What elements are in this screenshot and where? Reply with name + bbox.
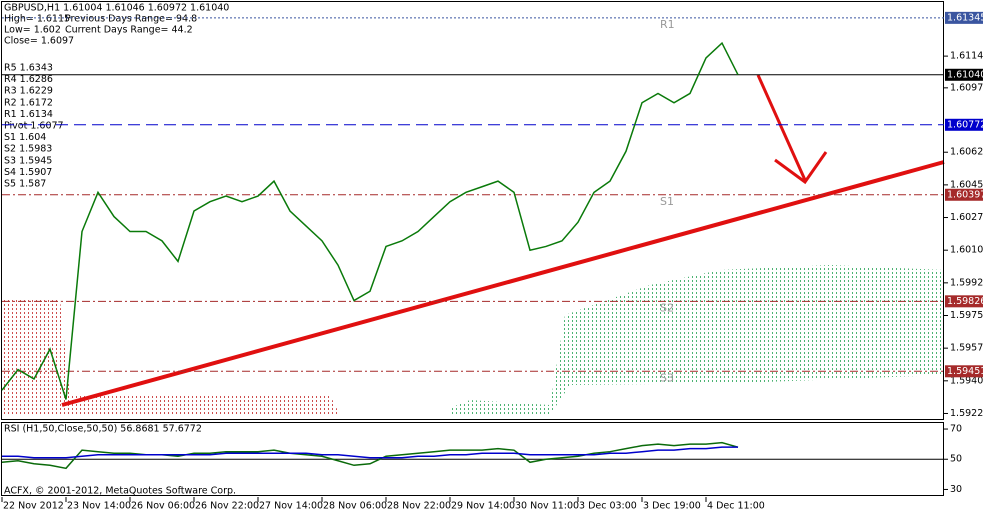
y-tick-label: 1.59575 bbox=[950, 343, 983, 354]
x-tick-label: 27 Nov 14:00 bbox=[259, 501, 323, 512]
x-tick-label: 28 Nov 22:00 bbox=[387, 501, 451, 512]
pivot-text: R1 1.6134 bbox=[4, 109, 53, 120]
y-tick-label: 30 bbox=[950, 484, 962, 495]
level-tag: S3 bbox=[660, 371, 674, 384]
x-tick-label: 23 Nov 14:00 bbox=[67, 501, 131, 512]
info-text: Previous Days Range= 94.8 bbox=[65, 14, 197, 25]
level-label: 1.59451 bbox=[947, 366, 983, 377]
level-label: 1.61040 bbox=[947, 69, 983, 80]
trend-line bbox=[61, 160, 945, 407]
footer: ACFX, © 2001-2012, MetaQuotes Software C… bbox=[4, 486, 236, 497]
level-box bbox=[945, 11, 983, 24]
cloud-green bbox=[450, 265, 944, 415]
pivot-text: S1 1.604 bbox=[4, 132, 46, 143]
info-text: High= 1.6115 bbox=[4, 14, 70, 25]
x-tick-label: 28 Nov 06:00 bbox=[323, 501, 387, 512]
pivot-text: S5 1.587 bbox=[4, 179, 46, 190]
x-tick-label: 26 Nov 06:00 bbox=[131, 501, 195, 512]
y-tick-label: 1.60450 bbox=[950, 179, 983, 190]
series-line bbox=[1, 441, 739, 470]
level-label: 1.59826 bbox=[947, 296, 983, 307]
y-tick-label: 1.59925 bbox=[950, 277, 983, 288]
y-tick-label: 1.60970 bbox=[950, 82, 983, 93]
x-tick-label: 4 Dec 11:00 bbox=[707, 501, 765, 512]
y-tick-label: 1.61140 bbox=[950, 51, 983, 62]
pivot-text: R2 1.6172 bbox=[4, 97, 53, 108]
main-frame bbox=[1, 1, 944, 420]
y-tick-label: 1.60625 bbox=[950, 147, 983, 158]
x-tick-label: 29 Nov 14:00 bbox=[451, 501, 515, 512]
y-tick-label: 70 bbox=[950, 424, 962, 435]
pivot-text: R4 1.6286 bbox=[4, 74, 53, 85]
y-tick-label: 1.60275 bbox=[950, 212, 983, 223]
level-box bbox=[945, 188, 983, 201]
level-tag: S1 bbox=[660, 195, 674, 208]
pivot-text: S3 1.5945 bbox=[4, 155, 52, 166]
level-box bbox=[945, 118, 983, 131]
y-tick-label: 1.59225 bbox=[950, 408, 983, 419]
pivot-text: R3 1.6229 bbox=[4, 86, 53, 97]
pivot-text: Pivot 1.6077 bbox=[4, 121, 64, 132]
x-tick-label: 3 Dec 19:00 bbox=[643, 501, 701, 512]
series-line bbox=[2, 446, 738, 459]
series-line bbox=[1, 41, 739, 400]
y-tick-label: 50 bbox=[950, 454, 962, 465]
info-text: Low= 1.602 bbox=[4, 25, 61, 36]
y-tick-label: 1.59400 bbox=[950, 375, 983, 386]
x-tick-label: 3 Dec 03:00 bbox=[579, 501, 637, 512]
info-text: Close= 1.6097 bbox=[4, 36, 74, 47]
level-tag: S2 bbox=[660, 301, 674, 314]
level-label: 1.60397 bbox=[947, 189, 983, 200]
x-tick-label: 26 Nov 22:00 bbox=[195, 501, 259, 512]
pane-title: RSI (H1,50,Close,50,50) 56.8681 57.6772 bbox=[4, 424, 202, 435]
level-box bbox=[945, 365, 983, 378]
level-box bbox=[945, 68, 983, 81]
y-tick-label: 1.59750 bbox=[950, 310, 983, 321]
level-box bbox=[945, 295, 983, 308]
pivot-text: S2 1.5983 bbox=[4, 144, 52, 155]
cloud-red bbox=[2, 300, 340, 415]
arrow bbox=[756, 74, 828, 185]
header-title: GBPUSD,H1 1.61004 1.61046 1.60972 1.6104… bbox=[4, 3, 229, 14]
pivot-text: S4 1.5907 bbox=[4, 167, 52, 178]
pivot-text: R5 1.6343 bbox=[4, 63, 53, 74]
level-tag: R1 bbox=[660, 18, 675, 31]
y-tick-label: 1.60100 bbox=[950, 245, 983, 256]
level-label: 1.60772 bbox=[947, 119, 983, 130]
info-text: Current Days Range= 44.2 bbox=[65, 25, 193, 36]
level-label: 1.61345 bbox=[947, 12, 983, 23]
x-tick-label: 22 Nov 2012 bbox=[3, 501, 64, 512]
x-tick-label: 30 Nov 11:00 bbox=[515, 501, 579, 512]
